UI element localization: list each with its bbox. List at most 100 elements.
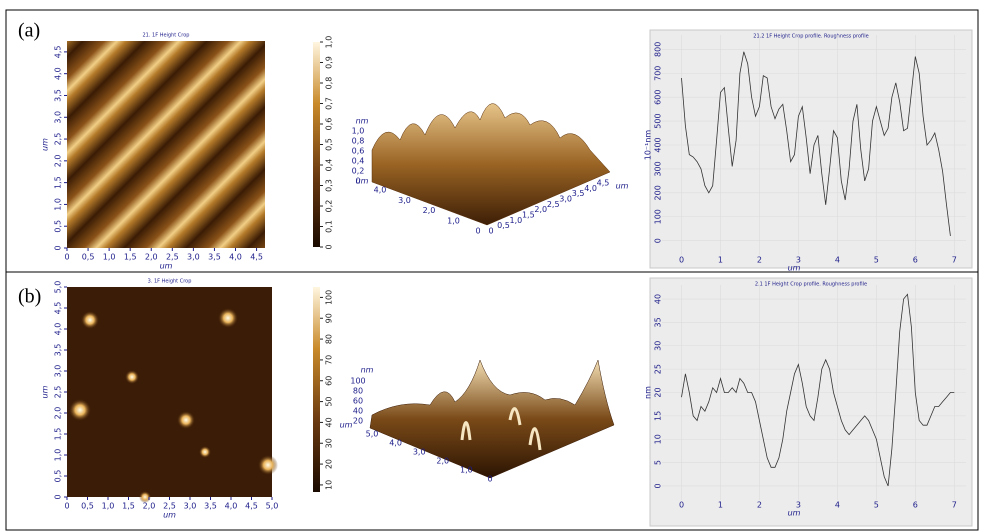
- y-tick-label: 3,0: [54, 365, 63, 378]
- x-tick-label: 1,0: [102, 502, 115, 511]
- y-tick-label: 600: [654, 90, 663, 105]
- y-tick-label: 1,5: [54, 428, 63, 441]
- plot-frame: [650, 278, 972, 526]
- x-tick-label: 2,5: [166, 253, 179, 262]
- x-tick-label: 1: [718, 501, 723, 510]
- x-tick-label: 6: [913, 501, 918, 510]
- colorbar-tick-label: 1,0: [325, 36, 334, 49]
- axis-tick-label: 2,5: [547, 200, 560, 209]
- x-tick-label: 0: [679, 256, 684, 265]
- colorbar-tick-label: 20: [325, 459, 334, 469]
- x-tick-label: 2,0: [143, 502, 156, 511]
- y-tick-label: 4,0: [54, 323, 63, 336]
- x-tick-label: 0,5: [81, 502, 94, 511]
- axis-tick-label: 3,0: [398, 196, 411, 205]
- x-axis-label: um: [160, 262, 173, 271]
- y-tick-label: 0,5: [54, 220, 63, 233]
- y-tick-label: 0: [54, 494, 63, 499]
- x-tick-label: 1,5: [124, 253, 137, 262]
- x-tick-label: 2,5: [163, 502, 176, 511]
- colorbar-tick-label: 0,7: [325, 97, 334, 110]
- axis-tick-label: 0,5: [497, 221, 510, 230]
- x-tick-label: 7: [952, 256, 957, 265]
- y-tick-label: 4,5: [54, 46, 63, 59]
- map-title: 21. 1F Height Crop: [143, 33, 190, 39]
- axis-tick-label: 0,8: [352, 137, 365, 146]
- colorbar-tick-label: 0,5: [325, 138, 334, 151]
- y-tick-label: 10: [654, 434, 663, 444]
- x-tick-label: 7: [952, 501, 957, 510]
- y-tick-label: 4,0: [54, 67, 63, 80]
- axis-tick-label: 40: [353, 407, 363, 416]
- x-tick-label: 3,5: [208, 253, 221, 262]
- colorbar-tick-label: 70: [325, 355, 334, 365]
- axis-tick-label: 60: [353, 397, 363, 406]
- figure: (a) (b) 21. 1F Height Crop00,51,01,52,02…: [0, 0, 982, 532]
- axis-tick-label: 2,0: [436, 457, 449, 466]
- x-tick-label: 1,0: [103, 253, 116, 262]
- x-tick-label: 4,0: [225, 502, 238, 511]
- axis-tick-label: 3,0: [559, 195, 572, 204]
- colorbar-tick-label: 100: [325, 290, 334, 305]
- colorbar-tick-label: 80: [325, 334, 334, 344]
- x-axis-label: um: [788, 509, 801, 518]
- y-tick-label: 5: [654, 460, 663, 465]
- y-tick-label: 0: [654, 238, 663, 243]
- y-tick-label: 800: [654, 42, 663, 57]
- colorbar-tick-label: 0,8: [325, 77, 334, 90]
- x-tick-label: 4,5: [250, 253, 263, 262]
- x-tick-label: 5,0: [266, 502, 279, 511]
- y-axis-label: um: [41, 385, 50, 398]
- y-tick-label: 0,5: [54, 470, 63, 483]
- y-tick-label: 15: [654, 411, 663, 421]
- axis-tick-label: 0,6: [352, 147, 365, 156]
- x-axis-label: um: [163, 511, 176, 520]
- axis-tick-label: 1,5: [522, 211, 535, 220]
- y-tick-label: 20: [654, 387, 663, 397]
- colorbar-tick-label: 30: [325, 438, 334, 448]
- z-axis-label: nm: [361, 366, 374, 375]
- x-axis-label: um: [788, 264, 801, 273]
- afm-map: [67, 287, 278, 503]
- y-axis-label: um: [356, 177, 369, 186]
- axis-tick-label: 0: [487, 475, 492, 484]
- x-tick-label: 4: [835, 501, 840, 510]
- y-axis-label: um: [41, 138, 50, 151]
- y-tick-label: 100: [654, 209, 663, 224]
- colorbar-tick-label: 60: [325, 376, 334, 386]
- axis-tick-label: 1,0: [510, 216, 523, 225]
- y-tick-label: 2,0: [54, 154, 63, 167]
- axis-tick-label: 80: [353, 387, 363, 396]
- x-tick-label: 3,0: [184, 502, 197, 511]
- map-title: 3. 1F Height Crop: [148, 279, 192, 285]
- y-tick-label: 30: [654, 341, 663, 351]
- surface: [372, 103, 610, 225]
- y-tick-label: 4,5: [54, 302, 63, 315]
- y-tick-label: 2,5: [54, 386, 63, 399]
- axis-tick-label: 20: [353, 417, 363, 426]
- axis-tick-label: 100: [350, 377, 365, 386]
- y-tick-label: 2,5: [54, 133, 63, 146]
- axis-tick-label: 0: [488, 227, 493, 236]
- afm-map: [67, 41, 265, 248]
- x-tick-label: 0: [64, 253, 69, 262]
- axis-tick-label: 2,0: [423, 206, 436, 215]
- x-tick-label: 2,0: [145, 253, 158, 262]
- y-tick-label: 300: [654, 161, 663, 176]
- axis-tick-label: 0: [475, 227, 480, 236]
- axis-tick-label: 1,0: [460, 466, 473, 475]
- y-tick-label: 5,0: [54, 281, 63, 294]
- colorbar-tick-label: 0,3: [325, 179, 334, 192]
- axis-tick-label: 3,5: [572, 189, 585, 198]
- colorbar: [313, 42, 320, 247]
- x-tick-label: 3,0: [187, 253, 200, 262]
- colorbar-tick-label: 0,1: [325, 220, 334, 233]
- axis-tick-label: 4,0: [389, 439, 402, 448]
- x-tick-label: 0,5: [82, 253, 95, 262]
- panel-label: (a): [18, 20, 40, 42]
- axis-tick-label: 4,5: [597, 179, 610, 188]
- x-tick-label: 1,5: [122, 502, 135, 511]
- colorbar-tick-label: 0: [325, 244, 334, 249]
- y-tick-label: 35: [654, 317, 663, 327]
- axis-tick-label: 0,4: [352, 157, 365, 166]
